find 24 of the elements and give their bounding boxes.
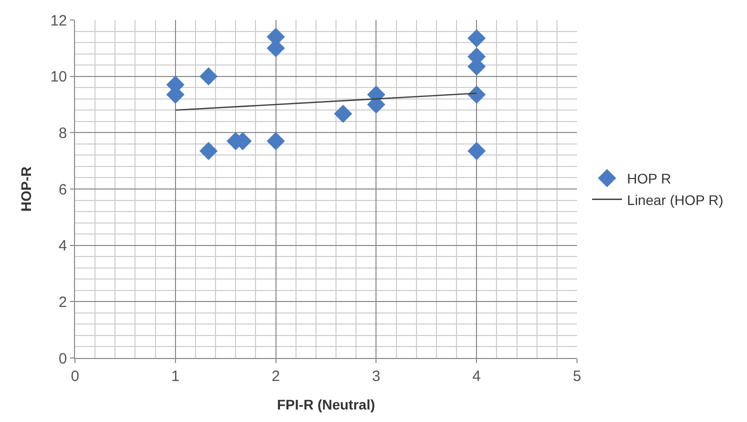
x-tick-label: 5 (572, 368, 582, 385)
x-tick-label: 1 (171, 368, 180, 385)
y-tick-label: 0 (58, 350, 67, 368)
y-tick-label: 12 (50, 12, 67, 30)
point (199, 67, 218, 86)
y-axis-title: HOP-R (18, 166, 34, 212)
x-axis-title: FPI-R (Neutral) (277, 396, 375, 412)
point (334, 104, 352, 123)
x-tick-label: 0 (70, 368, 80, 385)
legend-label: Linear (HOP R) (627, 192, 724, 208)
y-tick-label: 8 (58, 124, 67, 142)
point (266, 132, 285, 150)
y-tick-label: 10 (50, 68, 67, 86)
point (468, 86, 486, 104)
x-tick-label: 2 (272, 368, 280, 385)
point (199, 142, 218, 160)
y-tick-label: 6 (58, 181, 67, 198)
legend-label: HOP R (627, 170, 672, 187)
y-tick-label: 4 (58, 238, 67, 255)
point (468, 142, 486, 160)
x-tick-label: 3 (372, 368, 380, 385)
point (468, 29, 486, 48)
y-tick-label: 2 (58, 294, 67, 311)
x-tick-label: 4 (472, 368, 481, 385)
